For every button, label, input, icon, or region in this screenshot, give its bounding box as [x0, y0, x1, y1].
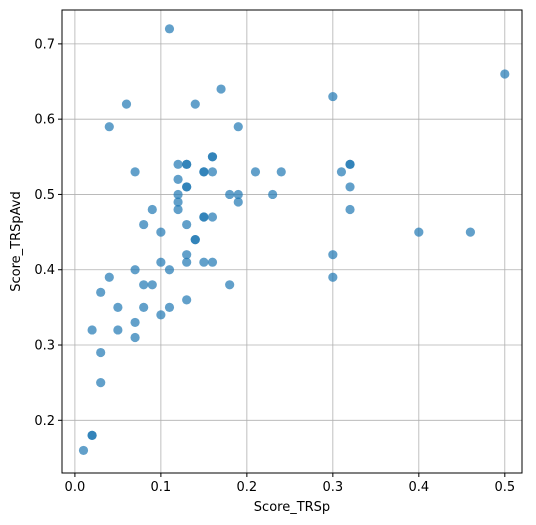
data-point [87, 430, 97, 440]
data-points [78, 24, 510, 456]
x-axis-label: Score_TRSp [254, 500, 330, 515]
data-point [345, 182, 355, 192]
data-point [182, 295, 192, 305]
data-point [121, 99, 132, 109]
data-point [465, 227, 476, 237]
x-tick-label: 0.5 [494, 480, 515, 495]
data-point [164, 265, 175, 275]
data-point [328, 91, 338, 102]
data-point [276, 167, 286, 177]
data-point [233, 197, 243, 207]
data-point [130, 332, 140, 343]
data-point [345, 159, 355, 169]
y-tick-label: 0.5 [34, 188, 55, 203]
data-point [207, 152, 218, 162]
data-point [233, 122, 243, 132]
data-point [130, 167, 140, 177]
data-point [78, 445, 89, 456]
data-point [130, 317, 140, 328]
data-point [199, 257, 209, 267]
y-tick-label: 0.7 [34, 37, 55, 52]
data-point [182, 219, 192, 230]
data-point [139, 302, 149, 312]
data-point [190, 235, 200, 245]
data-point [225, 280, 235, 290]
data-point [164, 302, 175, 312]
data-point [113, 302, 123, 312]
data-point [164, 24, 175, 34]
data-point [173, 189, 183, 200]
data-point [139, 219, 149, 230]
data-point [414, 227, 424, 237]
data-point [173, 159, 183, 169]
x-tick-label: 0.3 [322, 480, 343, 495]
y-tick-label: 0.4 [34, 263, 55, 278]
y-tick-label: 0.6 [34, 113, 55, 128]
data-point [156, 310, 166, 320]
data-point [104, 272, 114, 282]
data-point [328, 250, 338, 260]
data-point [336, 167, 347, 177]
data-point [130, 265, 140, 275]
data-point [182, 182, 192, 192]
x-tick-label: 0.2 [237, 480, 258, 495]
data-point [233, 189, 243, 200]
data-point [156, 227, 166, 237]
data-point [104, 122, 114, 132]
data-point [182, 159, 192, 169]
data-point [156, 257, 166, 267]
plot-frame [61, 9, 523, 474]
x-tick-label: 0.0 [65, 480, 86, 495]
data-point [328, 272, 338, 282]
data-point [207, 257, 218, 267]
data-point [207, 212, 218, 222]
data-point [250, 167, 261, 177]
data-point [173, 204, 183, 215]
data-point [87, 325, 97, 335]
data-point [199, 167, 209, 177]
data-point [182, 250, 192, 260]
data-point [147, 204, 157, 215]
data-point [500, 69, 510, 79]
data-point [173, 174, 183, 184]
data-point [96, 347, 106, 358]
data-point [207, 167, 218, 177]
data-point [139, 280, 149, 290]
data-point [173, 197, 183, 207]
y-axis-label: Score_TRSpAvd [9, 191, 24, 291]
y-axis-ticks: 0.2 0.3 0.4 0.5 0.6 0.7 [34, 37, 62, 429]
data-point [96, 287, 106, 297]
data-point [225, 189, 235, 200]
x-tick-label: 0.4 [408, 480, 429, 495]
data-point [199, 212, 209, 222]
data-point [147, 280, 157, 290]
data-point [182, 257, 192, 267]
data-point [268, 189, 278, 200]
x-axis-ticks: 0.0 0.1 0.2 0.3 0.4 0.5 [65, 473, 515, 495]
data-point [113, 325, 123, 335]
data-point [216, 84, 226, 94]
grid-lines [62, 10, 522, 473]
data-point [190, 99, 200, 109]
y-tick-label: 0.2 [34, 414, 55, 429]
x-tick-label: 0.1 [151, 480, 172, 495]
data-point [345, 204, 355, 215]
y-tick-label: 0.3 [34, 339, 55, 354]
data-point [96, 378, 106, 388]
